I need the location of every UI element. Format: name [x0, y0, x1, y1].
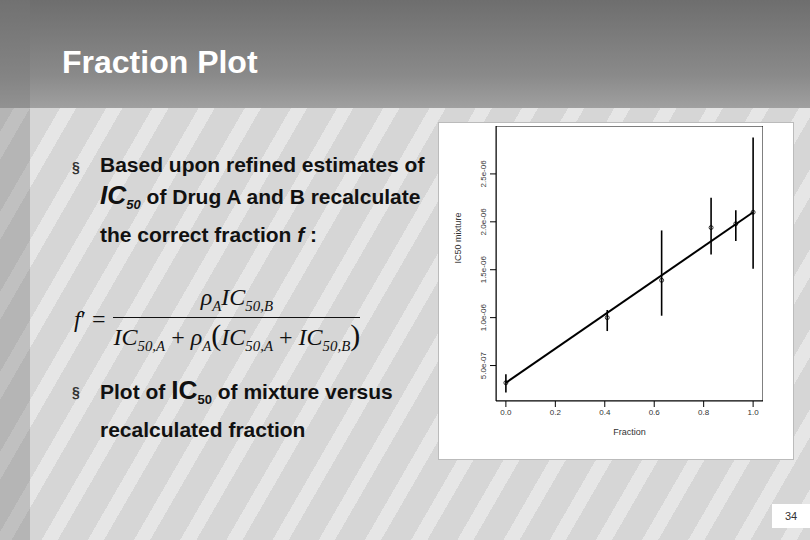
html-text:Fraction Plot: Fraction Plot: [62, 44, 258, 80]
html-text:IC50of Drug A and B recalculat: IC50of Drug A and B recalculate the corr…: [100, 180, 421, 247]
svg-text:0.4: 0.4: [599, 408, 611, 417]
html-text:f ′ =: f ′ =: [74, 305, 106, 332]
svg-text:0.8: 0.8: [698, 408, 710, 417]
html-text:Plot ofIC50of mixture versus r: Plot ofIC50of mixture versus recalculate…: [100, 375, 393, 442]
svg-text:0.2: 0.2: [550, 408, 562, 417]
html-text:Based upon refined estimates o: Based upon refined estimates of: [100, 153, 425, 176]
svg-text:IC50 mixture: IC50 mixture: [453, 212, 463, 263]
svg-text:5.0e-07: 5.0e-07: [479, 351, 488, 379]
svg-text:1.0: 1.0: [748, 408, 760, 417]
svg-text:2.5e-06: 2.5e-06: [479, 160, 488, 188]
svg-text:2.0e-06: 2.0e-06: [479, 208, 488, 236]
svg-text:0.0: 0.0: [500, 408, 512, 417]
svg-text:1.0e-06: 1.0e-06: [479, 304, 488, 332]
html-text:ρAIC50,B: ρAIC50,B: [200, 284, 273, 314]
svg-text:Fraction: Fraction: [613, 427, 646, 437]
svg-text:1.5e-06: 1.5e-06: [479, 256, 488, 284]
html-text:IC50,A+ ρA(IC50,A+ IC50,B): IC50,A+ ρA(IC50,A+ IC50,B): [113, 317, 361, 354]
svg-text:0.6: 0.6: [649, 408, 661, 417]
html-text:34: 34: [784, 510, 798, 522]
